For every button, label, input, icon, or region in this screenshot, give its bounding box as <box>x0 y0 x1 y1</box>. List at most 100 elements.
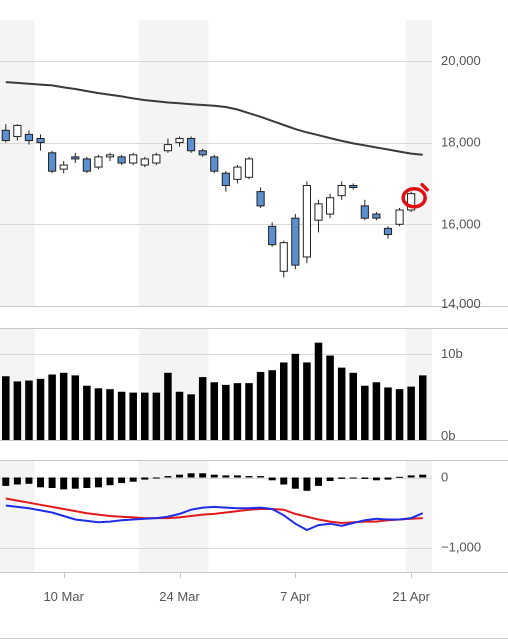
gridlines <box>0 61 432 578</box>
macd-histogram-bar <box>419 474 427 478</box>
candle-body-up <box>13 124 22 137</box>
volume-bar <box>59 372 68 440</box>
shade-band <box>138 328 209 440</box>
candle-body-up <box>140 158 149 166</box>
macd-histogram-bar <box>129 477 137 482</box>
candle-body-up <box>302 184 312 258</box>
candle-body-down <box>256 191 265 207</box>
candle-body-down <box>1 129 10 142</box>
date-tick-label: 10 Mar <box>43 589 84 604</box>
volume-bar <box>36 378 45 440</box>
date-tick-label: 21 Apr <box>392 589 430 604</box>
volume-bar <box>141 392 149 440</box>
candle <box>325 193 335 219</box>
macd-histogram-bar <box>268 477 276 481</box>
candle <box>163 138 173 153</box>
candle-body-up <box>325 197 335 215</box>
macd-histogram-bar <box>176 474 183 478</box>
price-tick-label: 14,000 <box>441 296 481 311</box>
candle <box>372 212 381 221</box>
volume-bar <box>303 362 311 440</box>
candle <box>94 154 103 170</box>
annotation-circle <box>401 183 429 209</box>
y-axis-ticks: 20,000 18,000 16,000 14,000 10b 0b 0 −1,… <box>441 53 481 555</box>
candle-body-up <box>163 144 173 152</box>
macd-histogram-bar <box>13 477 21 485</box>
candle-body-down <box>360 205 369 219</box>
candle-body-up <box>94 156 103 168</box>
panel-borders <box>0 306 508 639</box>
candle-body-down <box>24 133 34 142</box>
candle <box>82 156 91 174</box>
volume-bar <box>210 382 219 440</box>
candle <box>407 191 416 213</box>
candle <box>383 226 393 239</box>
volume-bar <box>106 389 114 440</box>
macd-histogram-bar <box>187 473 195 478</box>
candle-body-down <box>36 137 45 144</box>
macd-histogram-bar <box>326 477 334 481</box>
volume-bar <box>13 381 22 440</box>
volume-bar <box>361 385 369 440</box>
macd-histogram-bar <box>407 475 415 478</box>
candle <box>24 130 34 145</box>
candle <box>256 187 265 208</box>
macd-tick-label: −1,000 <box>441 540 481 555</box>
candle-body-down <box>210 156 219 172</box>
macd-histogram <box>2 473 427 491</box>
macd-histogram-bar <box>118 477 126 484</box>
x-axis-ticks: 10 Mar 24 Mar 7 Apr 21 Apr <box>43 589 430 604</box>
candle <box>291 214 300 270</box>
candle-body-down <box>372 213 381 219</box>
volume-tick-label: 10b <box>441 346 463 361</box>
macd-histogram-bar <box>25 477 33 484</box>
volume-bar <box>279 362 288 440</box>
macd-histogram-bar <box>315 477 322 486</box>
candle-body-up <box>407 193 416 211</box>
macd-histogram-bar <box>71 477 79 489</box>
signal-line <box>5 497 423 525</box>
volume-bar <box>83 385 91 440</box>
macd-line <box>5 504 424 532</box>
shade-band <box>0 20 35 306</box>
shade-band <box>138 20 209 306</box>
candle-body-up <box>152 154 161 164</box>
candle-body-up <box>175 137 184 144</box>
candle-body-up <box>395 209 404 225</box>
candle <box>175 136 184 147</box>
macd-histogram-bar <box>199 473 207 478</box>
macd-histogram-bar <box>291 477 299 489</box>
volume-bar <box>326 355 334 440</box>
candle <box>105 152 115 161</box>
candle-body-up <box>279 242 288 272</box>
candle-body-up <box>244 158 254 178</box>
candle <box>337 181 346 200</box>
candle-body-down <box>198 150 207 156</box>
candle-body-up <box>59 164 68 170</box>
price-tick-label: 16,000 <box>441 216 481 231</box>
moving-average-path <box>5 81 423 156</box>
candle <box>302 181 312 264</box>
macd-histogram-bar <box>384 477 392 480</box>
volume-bar <box>384 387 392 440</box>
candle <box>395 207 404 227</box>
macd-histogram-bar <box>257 476 265 478</box>
macd-histogram-bar <box>106 477 114 486</box>
volume-bar <box>268 370 276 440</box>
candle-body-down <box>291 217 300 266</box>
shade-band <box>405 20 432 306</box>
volume-bar <box>256 371 265 440</box>
macd-histogram-bar <box>233 475 241 478</box>
candle <box>48 150 57 174</box>
macd-histogram-bar <box>338 477 346 479</box>
candle <box>349 183 358 190</box>
candle <box>71 152 80 163</box>
candle <box>210 154 219 174</box>
macd-histogram-bar <box>303 477 311 491</box>
macd-tick-label: 0 <box>441 470 448 485</box>
candle-body-down <box>187 137 196 152</box>
volume-bar <box>198 377 207 440</box>
date-tick-label: 7 Apr <box>280 589 311 604</box>
volume-bar <box>407 386 415 440</box>
candle-body-up <box>337 184 346 197</box>
